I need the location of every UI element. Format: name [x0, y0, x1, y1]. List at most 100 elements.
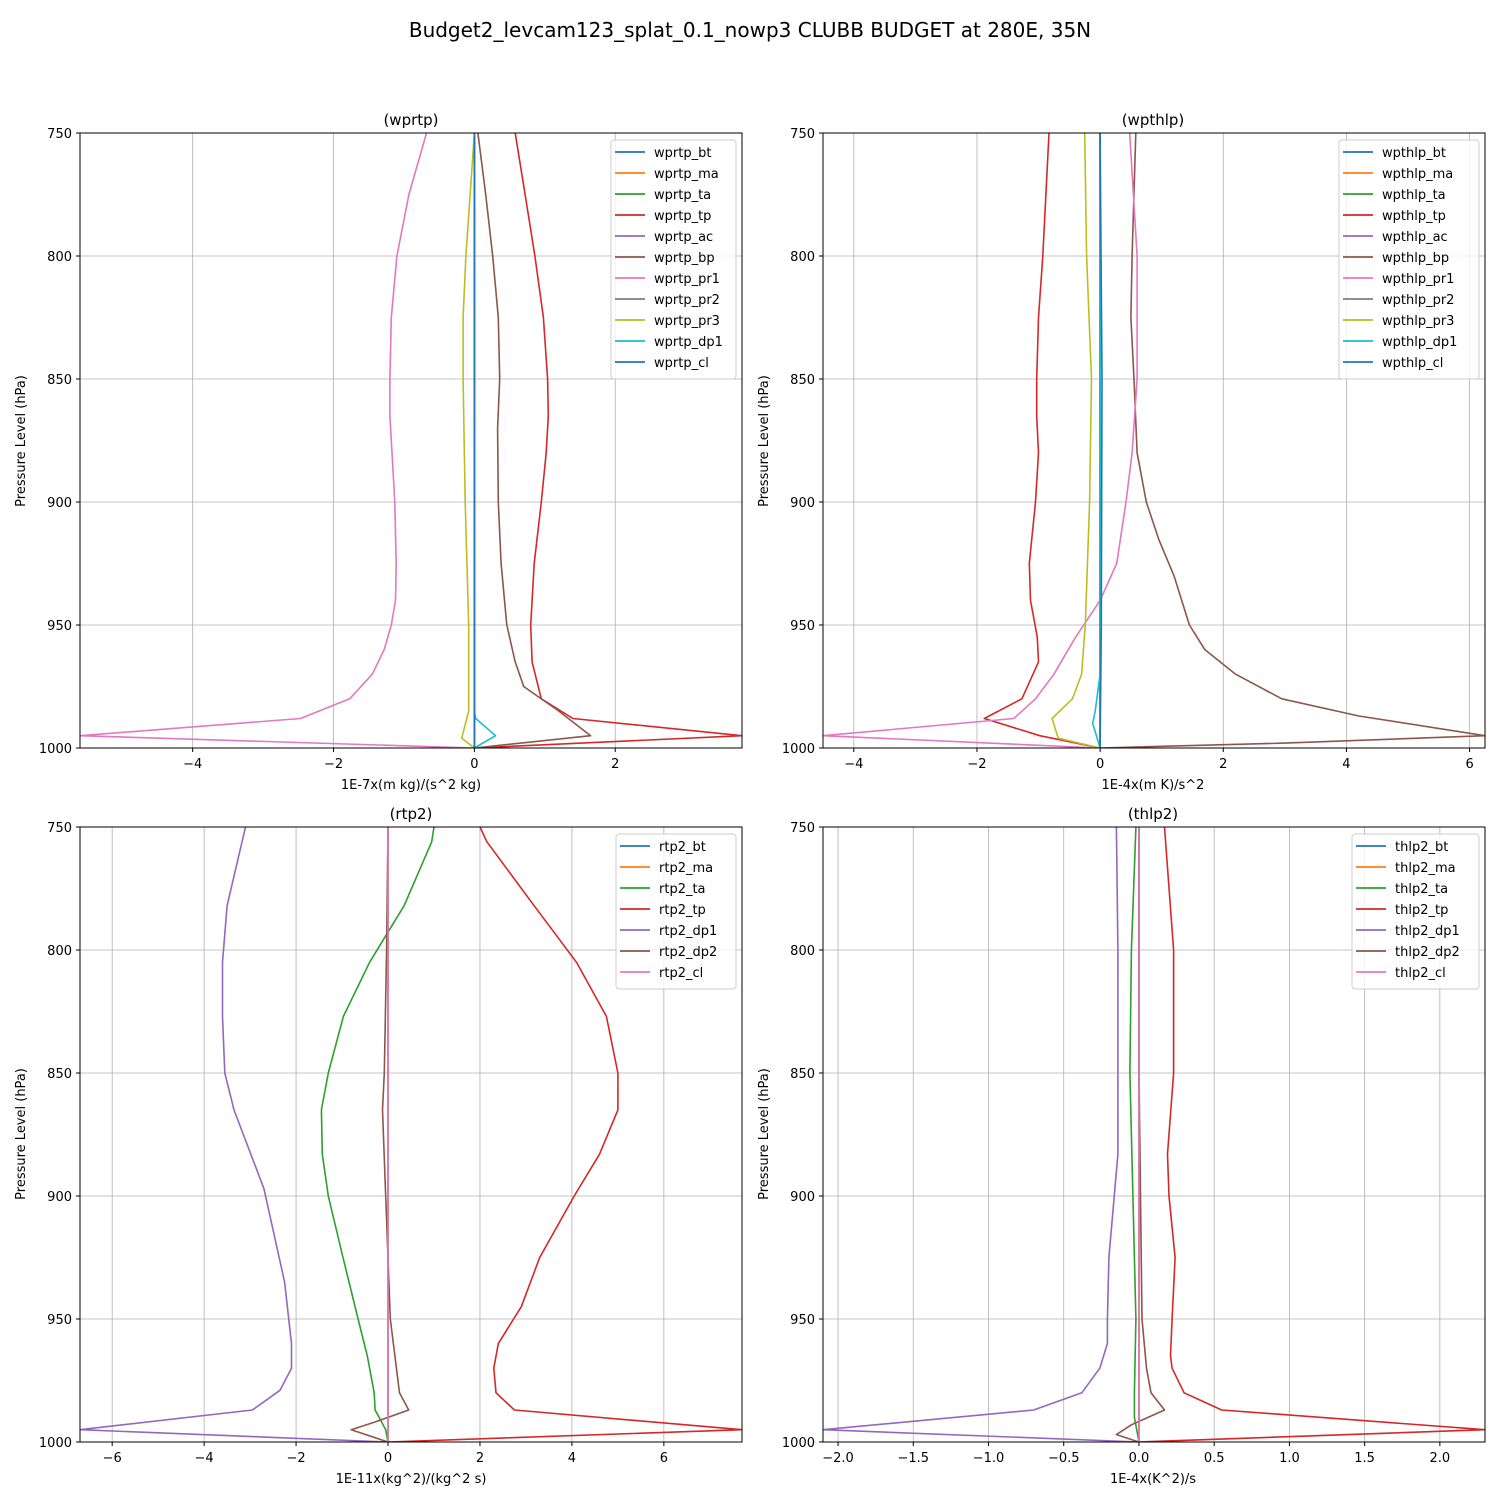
- legend-label: wpthlp_bp: [1382, 251, 1449, 266]
- plot-frame: [79, 826, 743, 1443]
- series-group: [823, 133, 1485, 748]
- series-line-wpthlp_dp1: [1091, 133, 1101, 748]
- series-line-rtp2_dp2: [350, 827, 410, 1442]
- plot-frame: [79, 132, 743, 749]
- x-tick-label: −2: [324, 757, 343, 772]
- y-tick-label: 750: [790, 821, 815, 836]
- panel-thlp2: (thlp2) 1E-4x(K^2)/s Pressure Level (hPa…: [757, 805, 1486, 1487]
- legend-box: [1338, 139, 1480, 380]
- legend: rtp2_bt rtp2_ma rtp2_ta rtp2_tp rtp2_dp1 rtp2…: [615, 833, 737, 990]
- legend-label: wprtp_pr2: [654, 293, 720, 308]
- legend-label: wpthlp_dp1: [1382, 335, 1457, 350]
- y-tick-label: 1000: [39, 1436, 72, 1451]
- legend-label: wprtp_ac: [654, 230, 713, 245]
- panel-title: (thlp2): [1128, 805, 1178, 823]
- x-tick-label: −1.0: [973, 1451, 1005, 1466]
- legend-label: wpthlp_pr3: [1382, 314, 1454, 329]
- x-tick-label: 0: [1096, 757, 1104, 772]
- x-tick-label: 2: [476, 1451, 484, 1466]
- panel-title: (rtp2): [390, 805, 433, 823]
- y-tick-label: 950: [790, 1313, 815, 1328]
- y-tick-label: 850: [47, 373, 72, 388]
- y-tick-label: 1000: [782, 1436, 815, 1451]
- series-line-wpthlp_bp: [1100, 133, 1485, 748]
- y-tick-label: 750: [790, 127, 815, 142]
- legend-label: thlp2_ta: [1395, 882, 1448, 897]
- legend-label: thlp2_cl: [1395, 966, 1446, 981]
- legend-label: rtp2_cl: [659, 966, 703, 981]
- x-tick-label: 0: [470, 757, 478, 772]
- y-tick-label: 900: [47, 496, 72, 511]
- legend-label: wpthlp_cl: [1382, 356, 1443, 371]
- legend-label: wpthlp_tp: [1382, 209, 1446, 224]
- panel-title: (wpthlp): [1122, 111, 1185, 129]
- x-tick-label: −4: [183, 757, 202, 772]
- y-tick-label: 800: [790, 944, 815, 959]
- panel-title: (wprtp): [383, 111, 438, 129]
- series-line-wprtp_bp: [474, 133, 592, 748]
- legend-label: thlp2_dp2: [1395, 945, 1460, 960]
- legend-label: wpthlp_bt: [1382, 146, 1446, 161]
- legend-label: rtp2_ma: [659, 861, 713, 876]
- x-tick-label: −6: [103, 1451, 122, 1466]
- series-line-thlp2_tp: [1138, 827, 1485, 1442]
- legend-label: wpthlp_ac: [1382, 230, 1448, 245]
- y-tick-label: 750: [47, 821, 72, 836]
- panel-rtp2: (rtp2) 1E-11x(kg^2)/(kg^2 s) Pressure Le…: [14, 805, 743, 1487]
- legend: wprtp_bt wprtp_ma wprtp_ta wprtp_tp wprtp_ac…: [610, 139, 737, 380]
- x-axis-label: 1E-4x(K^2)/s: [1110, 1472, 1196, 1487]
- series-line-wpthlp_tp: [983, 133, 1101, 748]
- y-tick-label: 850: [790, 1067, 815, 1082]
- y-tick-label: 900: [790, 1190, 815, 1205]
- x-tick-label: 6: [660, 1451, 668, 1466]
- legend-label: wprtp_bt: [654, 146, 711, 161]
- legend-label: wprtp_pr3: [654, 314, 720, 329]
- x-tick-label: 4: [568, 1451, 576, 1466]
- legend-label: wpthlp_pr1: [1382, 272, 1454, 287]
- y-tick-label: 850: [790, 373, 815, 388]
- legend-label: rtp2_dp1: [659, 924, 717, 939]
- legend: wpthlp_bt wpthlp_ma wpthlp_ta wpthlp_tpwpth…: [1338, 139, 1480, 380]
- y-axis-label: Pressure Level (hPa): [757, 1068, 772, 1200]
- series-line-thlp2_ta: [1129, 827, 1140, 1442]
- legend-label: thlp2_tp: [1395, 903, 1448, 918]
- y-axis-label: Pressure Level (hPa): [14, 375, 29, 507]
- legend-label: thlp2_bt: [1395, 840, 1448, 855]
- legend: thlp2_bt thlp2_ma thlp2_ta thlp2_tp thlp2_dp…: [1351, 833, 1480, 990]
- legend-label: wpthlp_ma: [1382, 167, 1453, 182]
- y-tick-label: 800: [47, 944, 72, 959]
- y-tick-label: 850: [47, 1067, 72, 1082]
- x-tick-label: 1.0: [1279, 1451, 1300, 1466]
- legend-label: rtp2_ta: [659, 882, 706, 897]
- legend-label: wprtp_tp: [654, 209, 711, 224]
- x-tick-label: 6: [1465, 757, 1473, 772]
- x-tick-label: 0.0: [1129, 1451, 1150, 1466]
- legend-label: wprtp_pr1: [654, 272, 720, 287]
- legend-label: thlp2_ma: [1395, 861, 1456, 876]
- series-line-wprtp_tp: [474, 133, 742, 748]
- y-tick-label: 950: [47, 619, 72, 634]
- y-axis-label: Pressure Level (hPa): [14, 1068, 29, 1200]
- series-group: [823, 827, 1485, 1442]
- x-tick-label: −2: [967, 757, 986, 772]
- x-tick-label: 0: [384, 1451, 392, 1466]
- y-tick-label: 750: [47, 127, 72, 142]
- y-tick-label: 900: [790, 496, 815, 511]
- x-tick-label: 2: [611, 757, 619, 772]
- legend-label: wprtp_bp: [654, 251, 715, 266]
- plot-frame: [822, 132, 1486, 749]
- x-tick-label: 2: [1219, 757, 1227, 772]
- x-axis-label: 1E-11x(kg^2)/(kg^2 s): [336, 1472, 487, 1487]
- x-axis-label: 1E-4x(m K)/s^2: [1102, 778, 1205, 793]
- legend-label: wprtp_ta: [654, 188, 711, 203]
- legend-label: wprtp_dp1: [654, 335, 723, 350]
- y-tick-label: 900: [47, 1190, 72, 1205]
- plot-frame: [822, 826, 1486, 1443]
- legend-label: rtp2_tp: [659, 903, 706, 918]
- x-tick-label: −4: [195, 1451, 214, 1466]
- series-line-wpthlp_pr3: [1051, 133, 1101, 748]
- panel-wpthlp: (wpthlp) 1E-4x(m K)/s^2 Pressure Level (…: [757, 111, 1486, 793]
- x-tick-label: 2.0: [1430, 1451, 1451, 1466]
- legend-label: wpthlp_ta: [1382, 188, 1446, 203]
